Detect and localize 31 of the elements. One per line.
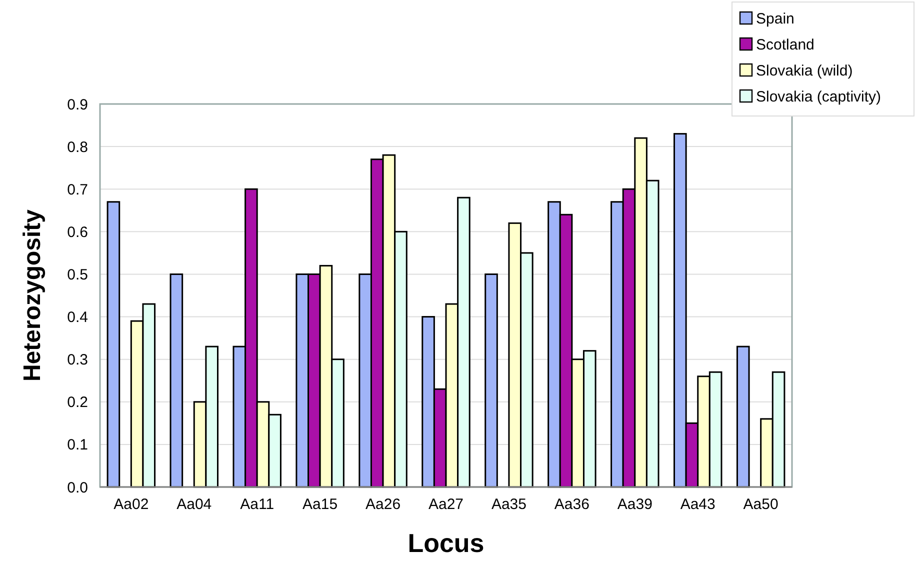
bar xyxy=(106,201,120,488)
legend-label: Scotland xyxy=(756,36,814,54)
x-tick-label: Aa35 xyxy=(491,496,526,513)
x-tick-label: Aa02 xyxy=(114,496,149,513)
bar xyxy=(736,346,750,488)
x-tick-label: Aa36 xyxy=(554,496,590,513)
x-tick-label: Aa04 xyxy=(176,496,212,513)
legend-label: Slovakia (wild) xyxy=(756,62,853,80)
x-tick-label: Aa11 xyxy=(240,496,274,513)
y-tick-label: 0.1 xyxy=(67,436,88,454)
x-tick-label: Aa27 xyxy=(428,496,464,513)
y-tick-label: 0.3 xyxy=(67,352,88,369)
y-tick-label: 0.6 xyxy=(67,224,88,241)
x-tick-label: Aa43 xyxy=(680,496,716,513)
x-tick-label: Aa50 xyxy=(743,496,778,513)
y-tick-label: 0.2 xyxy=(67,394,88,412)
bar xyxy=(484,273,498,488)
x-tick-label: Aa26 xyxy=(366,496,401,513)
x-tick-label: Aa15 xyxy=(302,496,338,513)
y-tick-label: 0.9 xyxy=(67,96,88,114)
legend-label: Spain xyxy=(756,10,794,28)
y-tick-label: 0.8 xyxy=(67,138,88,156)
y-tick-label: 0.4 xyxy=(67,309,88,326)
y-tick-label: 0.0 xyxy=(67,479,88,496)
x-axis-title: Locus xyxy=(408,528,484,558)
y-tick-label: 0.7 xyxy=(67,181,88,198)
x-tick-label: Aa39 xyxy=(617,496,652,513)
legend-label: Slovakia (captivity) xyxy=(756,88,882,106)
bar xyxy=(170,273,184,488)
y-axis-title: Heterozygosity xyxy=(19,208,46,382)
y-tick-label: 0.5 xyxy=(67,266,88,284)
